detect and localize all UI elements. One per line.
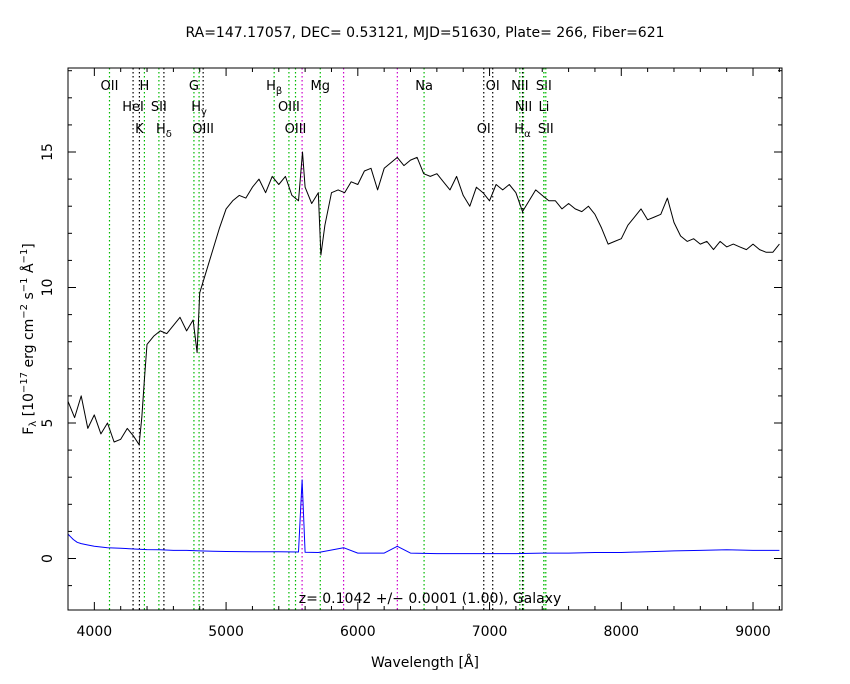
y-axis-label-part-9: −1 xyxy=(19,249,30,264)
series-error xyxy=(67,479,780,555)
plot-frame xyxy=(67,67,783,611)
line-marker-label-21: SII xyxy=(538,122,554,137)
y-tick-label-1: 5 xyxy=(40,419,56,428)
y-axis-label-part-0: F xyxy=(21,427,37,435)
y-axis-label-part-6: s xyxy=(21,292,37,304)
line-marker-label-8: OIII xyxy=(192,122,214,137)
line-marker-label-0: OII xyxy=(101,79,119,94)
y-axis-label-part-5: −2 xyxy=(19,304,30,319)
line-marker-label-1: H xyxy=(140,79,150,94)
y-tick-label-2: 10 xyxy=(40,279,56,297)
axis-layer: 4000 5000 6000 7000 8000 9000 0 5 10 15 xyxy=(40,68,782,640)
y-axis-label-part-3: −17 xyxy=(19,372,30,393)
line-marker-label-12: Mg xyxy=(311,79,330,94)
y-axis-label-part-10: ] xyxy=(21,243,37,248)
line-marker-label-11: OIII xyxy=(285,122,307,137)
x-tick-label-2: 6000 xyxy=(340,624,376,640)
x-tick-label-4: 8000 xyxy=(603,624,639,640)
y-axis-label-part-2: [10 xyxy=(21,393,37,421)
line-marker-sub-5: δ xyxy=(166,129,172,140)
line-marker-label-17: NII xyxy=(515,100,532,115)
x-tick-label-0: 4000 xyxy=(77,624,113,640)
x-axis-label: Wavelength [Å] xyxy=(371,654,479,671)
line-marker-label-20: Li xyxy=(539,100,550,115)
line-marker-label-10: OIII xyxy=(278,100,300,115)
line-marker-label-6: G xyxy=(189,79,199,94)
y-tick-label-0: 0 xyxy=(40,554,56,563)
line-marker-label-4: SII xyxy=(151,100,167,115)
line-marker-sub-9: β xyxy=(276,86,282,97)
line-marker-label-14: OI xyxy=(477,122,491,137)
redshift-annotation: z= 0.1042 +/− 0.0001 (1.00), Galaxy xyxy=(299,591,562,607)
line-marker-label-13: Na xyxy=(415,79,433,94)
line-marker-label-9: Hβ xyxy=(266,79,282,97)
x-tick-label-5: 9000 xyxy=(735,624,771,640)
y-axis-label-part-8: Å xyxy=(20,263,37,277)
line-marker-sub-7: γ xyxy=(201,107,207,118)
line-marker-label-19: SII xyxy=(536,79,552,94)
line-marker-label-3: K xyxy=(135,122,144,137)
y-axis-label-part-4: erg cm xyxy=(21,319,37,372)
x-tick-label-1: 5000 xyxy=(208,624,244,640)
y-axis-label-part-7: −1 xyxy=(19,277,30,292)
y-tick-label-3: 15 xyxy=(40,143,56,161)
y-axis-label-part-1: λ xyxy=(28,421,39,427)
series-layer xyxy=(67,151,780,555)
x-tick-label-3: 7000 xyxy=(472,624,508,640)
y-axis-label: Fλ [10−17 erg cm−2 s−1 Å−1] xyxy=(19,243,39,435)
chart-title: RA=147.17057, DEC= 0.53121, MJD=51630, P… xyxy=(185,25,664,41)
line-marker-label-16: NII xyxy=(511,79,528,94)
line-marker-sub-18: α xyxy=(524,129,531,140)
line-marker-label-7: Hγ xyxy=(191,100,207,118)
line-marker-label-2: HeI xyxy=(122,100,144,115)
series-flux xyxy=(67,151,780,446)
line-marker-label-15: OI xyxy=(486,79,500,94)
